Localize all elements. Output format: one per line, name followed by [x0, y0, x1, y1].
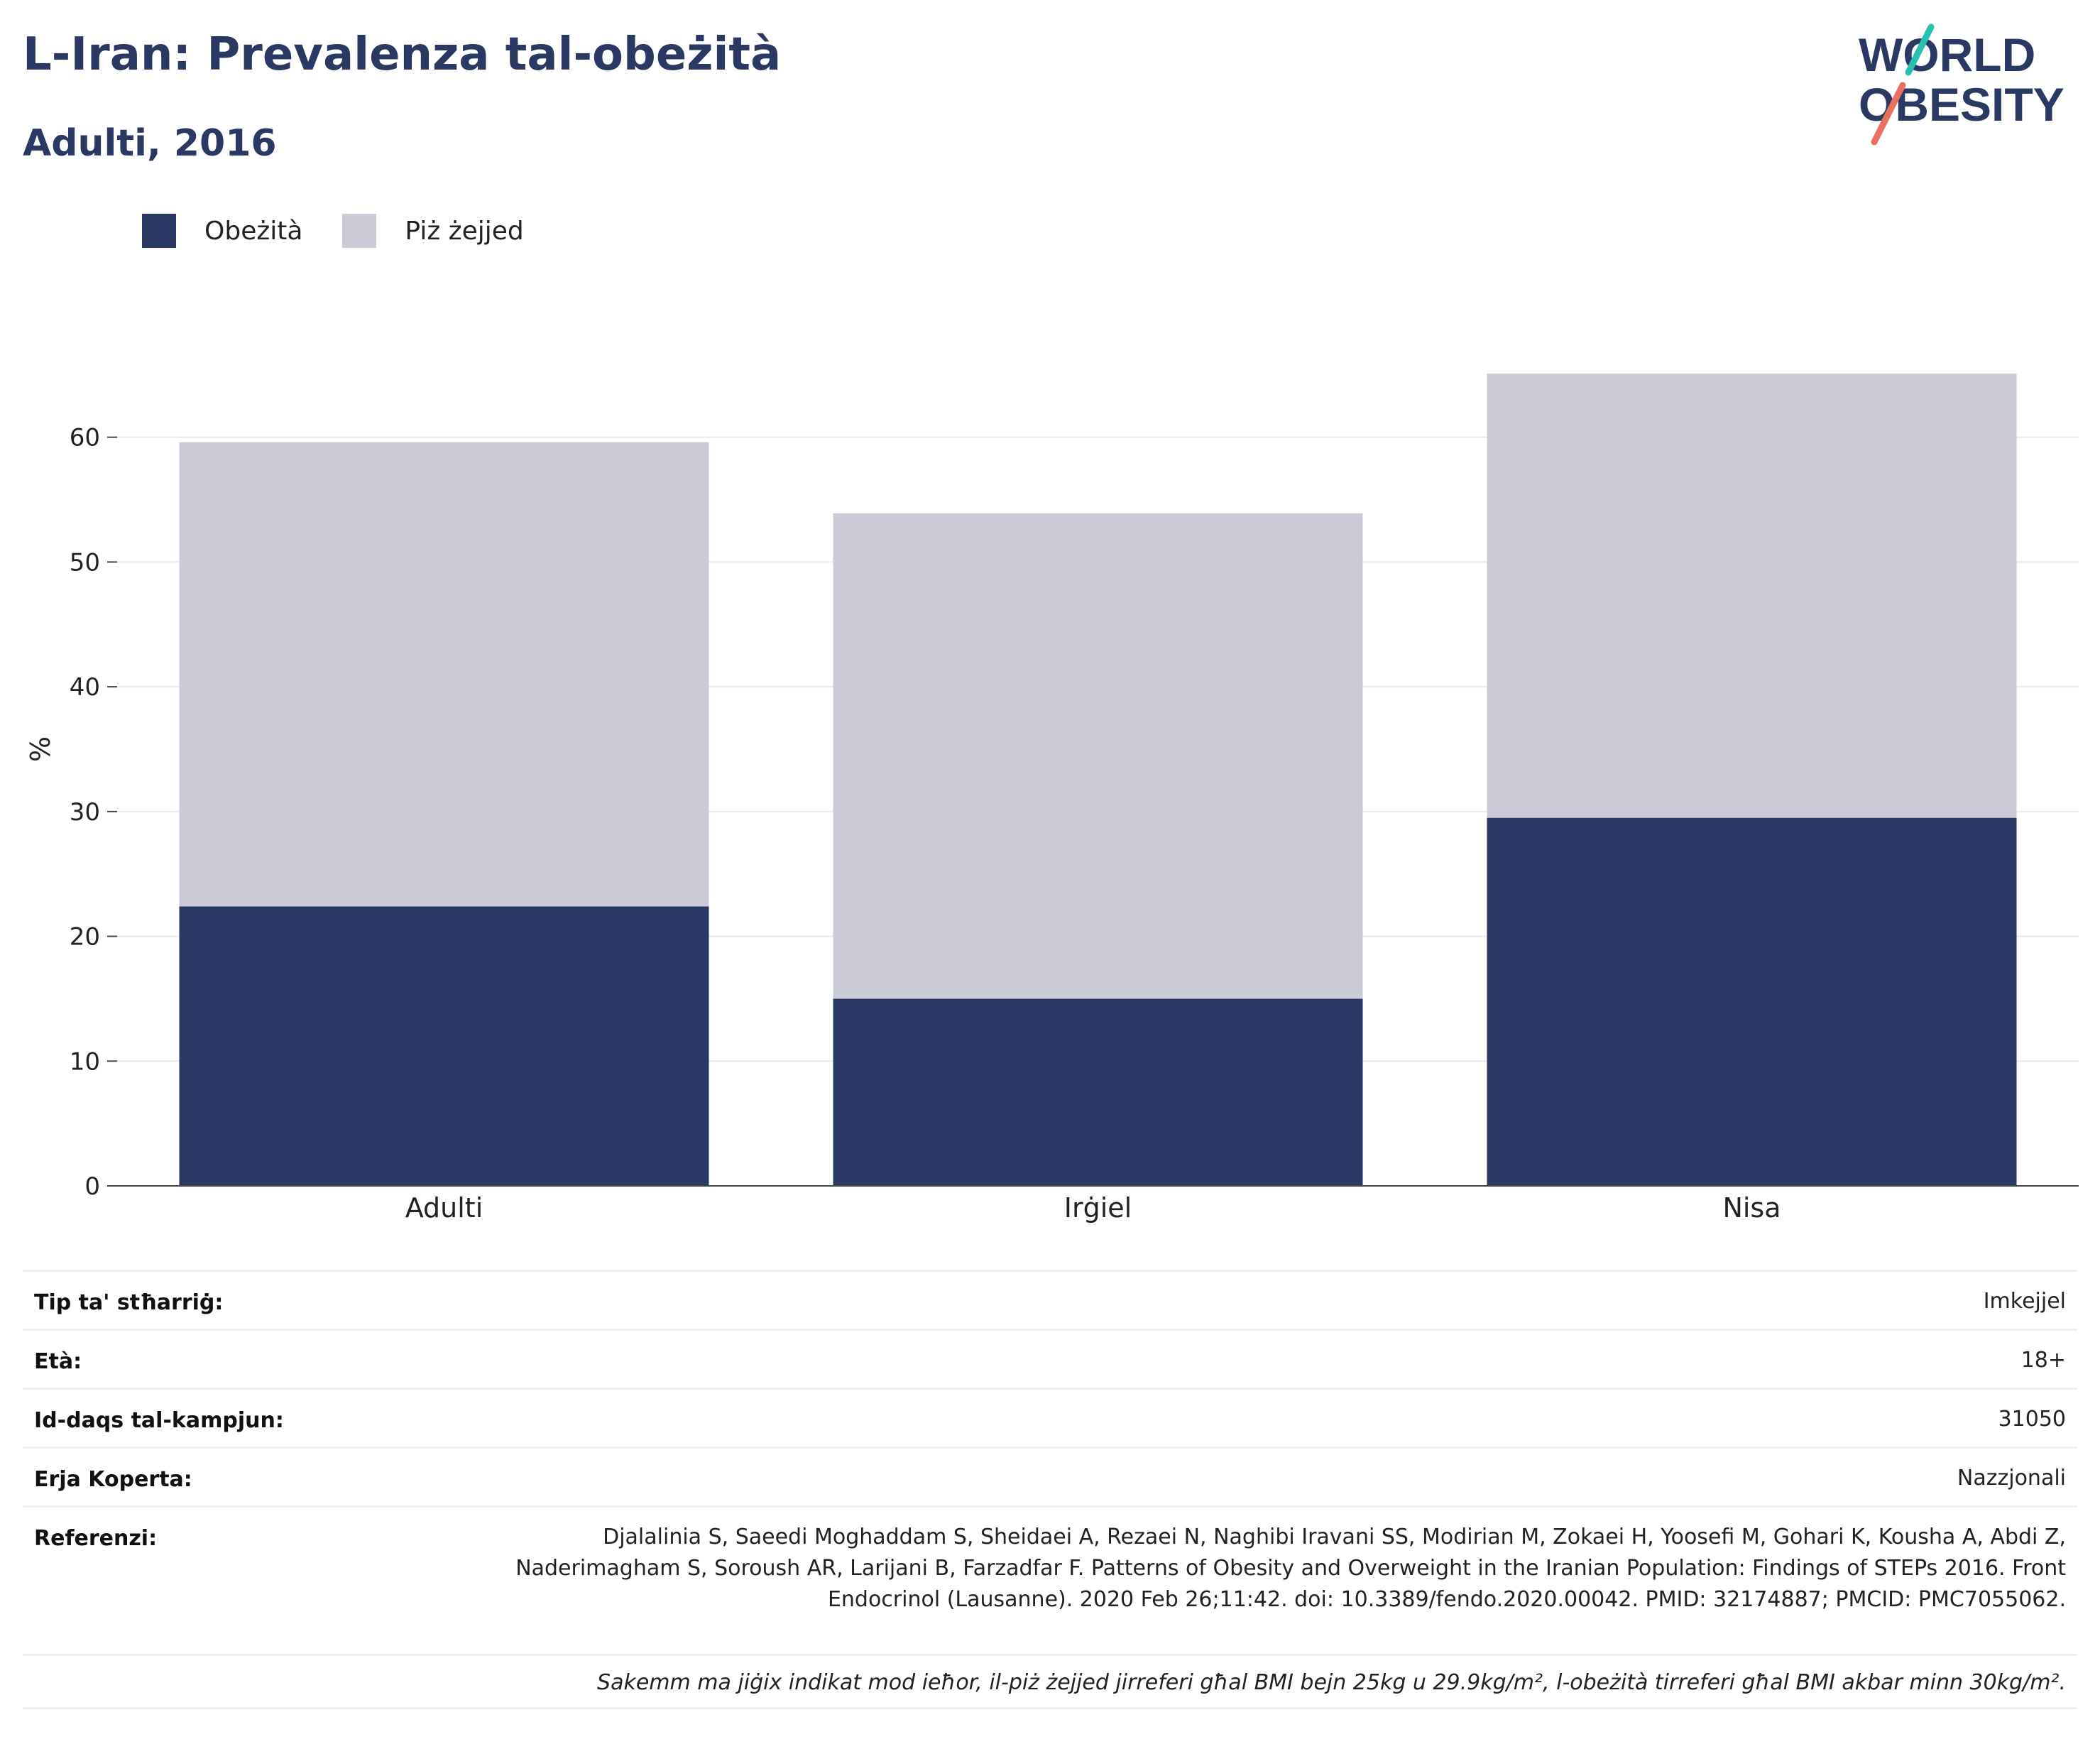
info-row-area: Erja Koperta: Nazzjonali [23, 1446, 2077, 1505]
x-tick-label: Adulti [405, 1192, 483, 1224]
info-value-age: 18+ [2020, 1348, 2066, 1373]
y-axis-label: % [25, 736, 56, 762]
bar-obesity-0 [179, 906, 709, 1186]
y-tick-label: 10 [70, 1047, 100, 1076]
info-row-age: Età: 18+ [23, 1329, 2077, 1388]
stacked-bar-chart: 0 10 20 30 40 50 60% Adulti Irġiel Nisa [25, 374, 2079, 1224]
bmi-footnote: Sakemm ma jiġix indikat mod ieħor, il-pi… [597, 1670, 2066, 1695]
info-key-references: Referenzi: [34, 1526, 158, 1551]
survey-info-table: Tip ta' stħarriġ: Imkejjel Età: 18+ Id-d… [23, 1270, 2077, 1709]
logo-text-world: WORLD [1859, 28, 2035, 81]
y-tick-label: 50 [70, 548, 100, 577]
y-tick-label: 20 [70, 923, 100, 952]
info-row-references: Referenzi: Djalalinia S, Saeedi Moghadda… [23, 1505, 2077, 1654]
legend-item-obesity[interactable]: Obeżità [142, 214, 302, 248]
y-tick-label: 30 [70, 798, 100, 827]
logo-slash-red [1871, 82, 1906, 146]
info-value-sample-size: 31050 [1998, 1407, 2066, 1432]
chart-legend: Obeżità Piż żejjed [142, 213, 564, 249]
bar-overweight-0 [179, 442, 709, 907]
bar-overweight-1 [833, 513, 1363, 999]
y-tick-label: 0 [84, 1172, 100, 1201]
legend-swatch-obesity [142, 214, 176, 248]
x-tick-label: Nisa [1722, 1192, 1781, 1224]
info-key-age: Età: [34, 1349, 82, 1374]
info-value-area: Nazzjonali [1957, 1466, 2066, 1491]
y-tick-label: 40 [70, 673, 100, 702]
info-value-survey-type: Imkejjel [1983, 1289, 2066, 1314]
info-row-survey-type: Tip ta' stħarriġ: Imkejjel [23, 1270, 2077, 1329]
logo-slash-teal [1905, 23, 1935, 76]
info-key-sample-size: Id-daqs tal-kampjun: [34, 1408, 284, 1433]
footnote-row: Sakemm ma jiġix indikat mod ieħor, il-pi… [23, 1654, 2077, 1709]
legend-swatch-overweight [342, 214, 377, 248]
bar-obesity-1 [833, 998, 1363, 1186]
legend-item-overweight[interactable]: Piż żejjed [342, 214, 524, 248]
legend-label-obesity: Obeżità [204, 216, 303, 246]
legend-label-overweight: Piż żejjed [405, 216, 524, 246]
bar-overweight-2 [1487, 374, 2017, 818]
chart-subtitle: Adulti, 2016 [23, 122, 277, 165]
logo-text-obesity: OBESITY [1859, 78, 2065, 131]
world-obesity-logo: WORLD OBESITY [1859, 23, 2065, 146]
chart-title: L-Iran: Prevalenza tal-obeżità [23, 28, 782, 81]
info-key-survey-type: Tip ta' stħarriġ: [34, 1290, 224, 1315]
info-row-sample-size: Id-daqs tal-kampjun: 31050 [23, 1388, 2077, 1446]
bar-obesity-2 [1487, 817, 2017, 1186]
info-value-references: Djalalinia S, Saeedi Moghaddam S, Sheida… [515, 1525, 2066, 1612]
y-tick-label: 60 [70, 424, 100, 452]
info-key-area: Erja Koperta: [34, 1467, 192, 1492]
x-tick-label: Irġiel [1064, 1192, 1132, 1224]
